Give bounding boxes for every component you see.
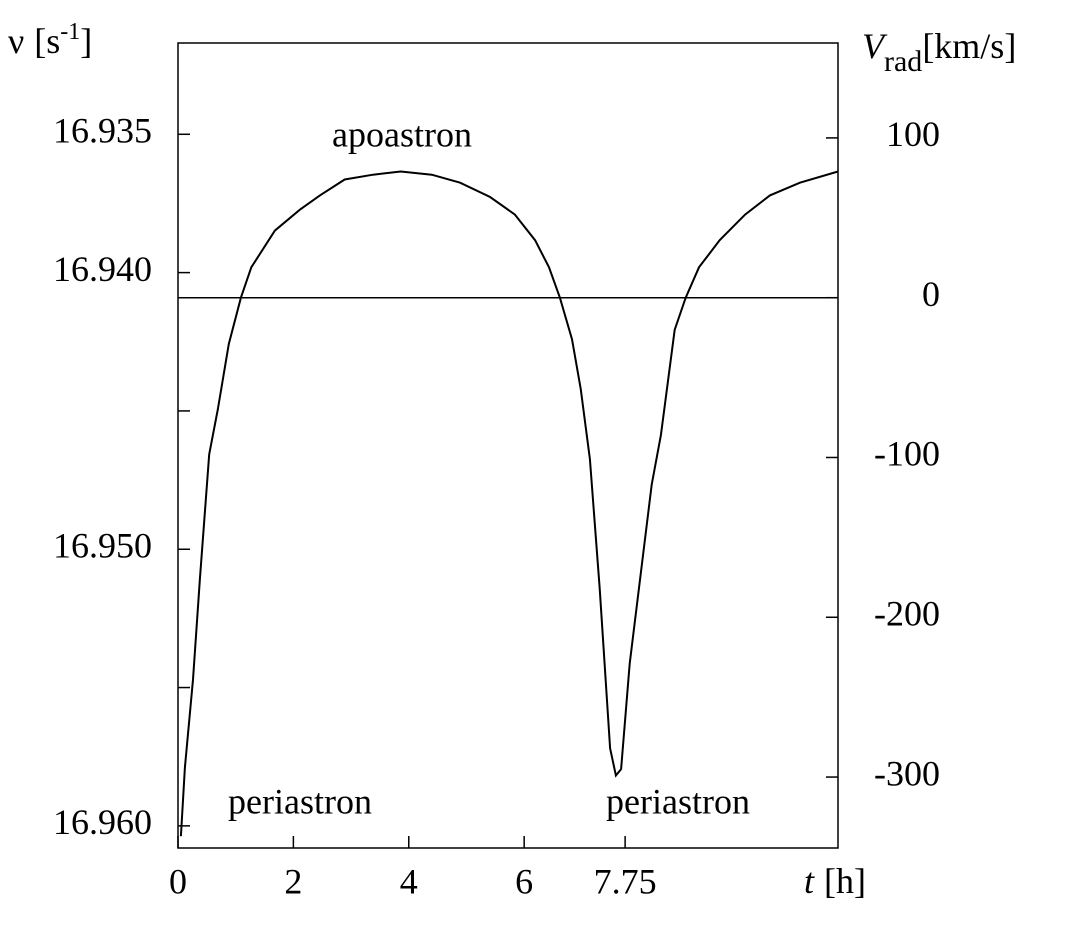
- y2-tick-label: -300: [874, 753, 940, 793]
- x-tick-label: 6: [515, 861, 533, 901]
- y-tick-label: 16.960: [53, 802, 152, 842]
- x-tick-label: 4: [400, 861, 418, 901]
- annotation: apoastron: [332, 114, 472, 154]
- x-tick-label: 2: [284, 861, 302, 901]
- y2-axis-label: Vrad[km/s]: [862, 26, 1016, 78]
- x-axis-label: t [h]: [804, 861, 866, 901]
- y-tick-label: 16.935: [53, 111, 152, 151]
- y2-tick-label: -200: [874, 594, 940, 634]
- y-tick-label: 16.940: [53, 249, 152, 289]
- annotation: periastron: [606, 781, 750, 821]
- x-tick-label: 0: [169, 861, 187, 901]
- data-line: [179, 170, 839, 837]
- x-tick-label: 7.75: [594, 861, 657, 901]
- annotation: periastron: [228, 781, 372, 821]
- y2-tick-label: 100: [886, 114, 940, 154]
- y-tick-label: 16.950: [53, 526, 152, 566]
- y2-tick-label: -100: [874, 434, 940, 474]
- plot-frame: [177, 42, 839, 849]
- y-axis-label: ν [s-1]: [8, 19, 92, 62]
- y2-tick-label: 0: [922, 274, 940, 314]
